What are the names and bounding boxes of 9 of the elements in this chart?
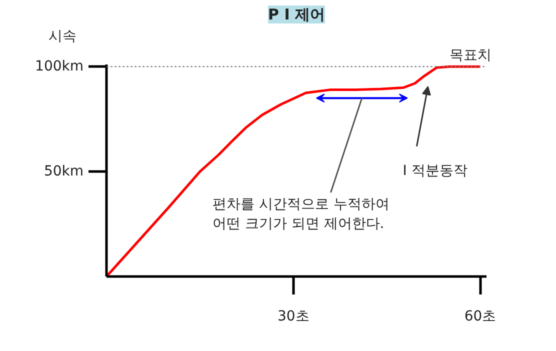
ref-line-label: 목표치: [450, 48, 492, 64]
x-tick-label: 30초: [277, 308, 310, 324]
annotation: I 적분동작: [402, 163, 468, 180]
chart-title: P I 제어: [268, 6, 326, 24]
annotation: 편차를 시간적으로 누적하여 어떤 크기가 되면 제어한다.: [212, 196, 390, 232]
y-tick-label: 50km: [44, 164, 84, 180]
y-tick-label: 100km: [35, 58, 84, 75]
y-axis-title: 시속: [48, 28, 76, 44]
x-tick-label: 60초: [464, 308, 496, 324]
